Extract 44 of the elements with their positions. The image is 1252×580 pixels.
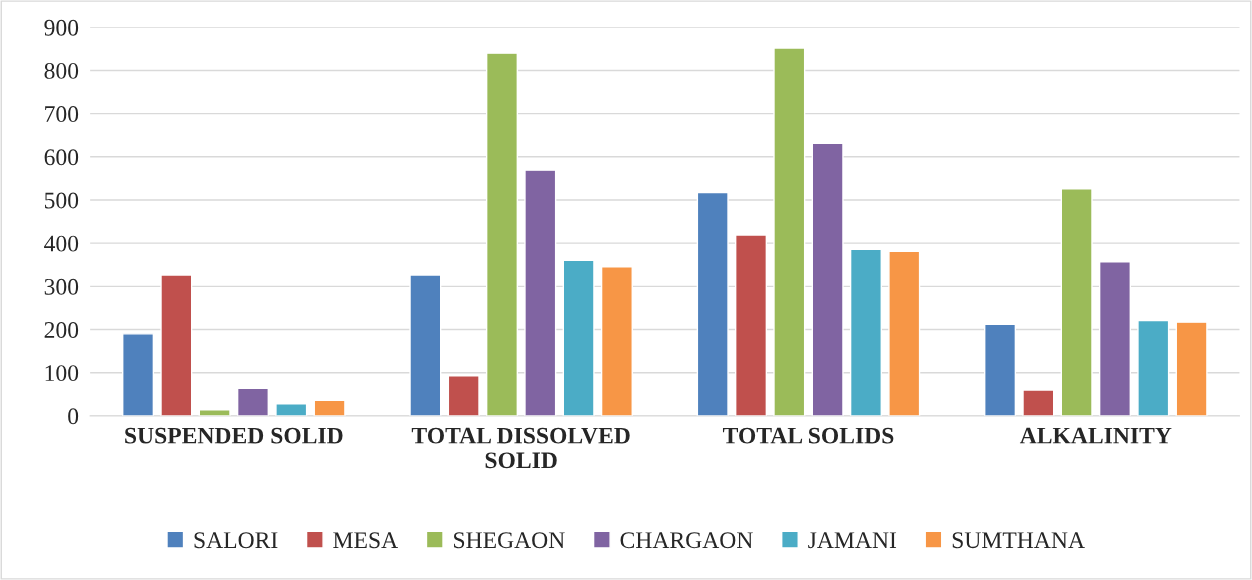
- bar: [524, 169, 557, 416]
- legend-label: SUMTHANA: [952, 532, 1085, 549]
- bar: [849, 248, 882, 416]
- bar: [1175, 321, 1208, 416]
- bar: [236, 387, 269, 416]
- bar: [122, 333, 155, 416]
- bar: [811, 142, 844, 416]
- y-tick-label: 400: [44, 235, 79, 252]
- x-tick-label: SUSPENDED SOLID: [125, 427, 343, 444]
- legend-label: SALORI: [194, 532, 278, 549]
- bar: [562, 259, 595, 416]
- y-tick-label: 300: [44, 278, 79, 295]
- bar: [600, 266, 633, 416]
- bar: [1137, 319, 1170, 416]
- y-tick-label: 0: [68, 408, 79, 425]
- bar: [198, 409, 231, 416]
- legend-label: MESA: [333, 532, 398, 549]
- legend-label: JAMANI: [808, 532, 897, 549]
- bar: [275, 403, 308, 416]
- y-tick-label: 100: [45, 365, 79, 382]
- x-tick-label: TOTAL SOLIDS: [722, 427, 894, 444]
- bar: [1022, 389, 1055, 416]
- y-tick-label: 500: [44, 192, 79, 209]
- bar: [984, 323, 1017, 416]
- bar: [313, 399, 346, 416]
- bar: [696, 191, 729, 416]
- bar: [1098, 261, 1131, 416]
- bar: [888, 250, 921, 416]
- y-tick-label: 800: [44, 62, 79, 79]
- y-tick-label: 900: [44, 19, 79, 36]
- y-tick-label: 700: [45, 106, 79, 123]
- bar: [773, 47, 806, 416]
- y-tick-label: 600: [44, 149, 79, 166]
- bar: [160, 274, 193, 416]
- bar: [447, 375, 480, 416]
- y-tick-label: 200: [44, 321, 79, 338]
- x-tick-label: ALKALINITY: [1019, 427, 1172, 444]
- x-tick-label: TOTAL DISSOLVED SOLID: [411, 427, 630, 469]
- bar: [734, 234, 768, 416]
- legend-label: SHEGAON: [454, 532, 565, 549]
- bar: [485, 52, 519, 416]
- legend-label: CHARGAON: [620, 532, 753, 549]
- bar: [409, 274, 442, 416]
- bar: [1060, 188, 1093, 416]
